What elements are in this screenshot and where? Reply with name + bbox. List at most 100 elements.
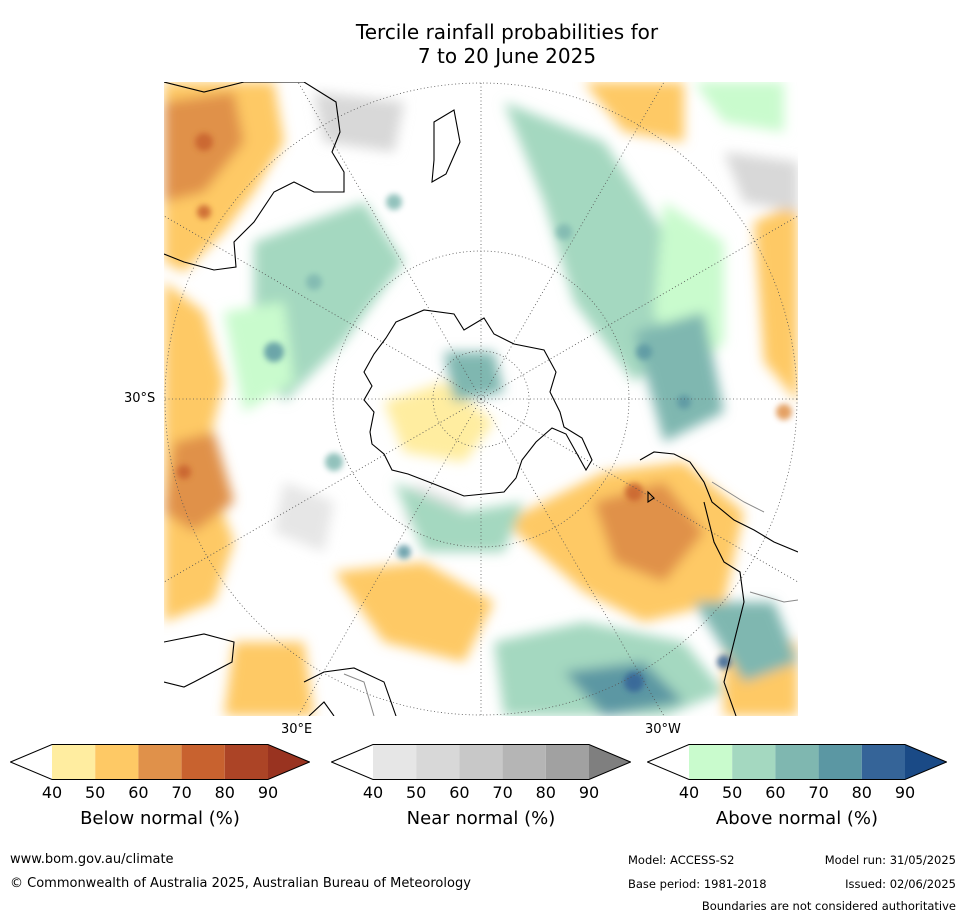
- graticule-meridian: [297, 82, 482, 400]
- label-lat-30s: 30°S: [124, 391, 156, 406]
- colorbar-segment: [181, 744, 225, 780]
- probability-detail: [177, 133, 792, 692]
- colorbar-segment: [95, 744, 139, 780]
- polar-map: [164, 82, 798, 716]
- colorbar-segment: [373, 744, 417, 780]
- coastlines: [164, 82, 798, 716]
- colorbar-segment: [818, 744, 862, 780]
- field-above-pacific: [504, 102, 684, 382]
- footer-website: www.bom.gov.au/climate: [10, 852, 174, 867]
- colorbar-extend-high: [905, 744, 947, 780]
- graticule: [164, 82, 798, 716]
- field-below-indian-2: [164, 432, 234, 532]
- colorbar-segment: [138, 744, 182, 780]
- speckle: [386, 194, 402, 210]
- colorbar-svg: [647, 744, 947, 780]
- speckle: [397, 545, 411, 559]
- coast-new-zealand: [308, 701, 335, 716]
- colorbar-extend-low: [647, 744, 689, 780]
- colorbar-segment: [224, 744, 268, 780]
- colorbar-extend-low: [331, 744, 373, 780]
- map-svg: [164, 82, 798, 716]
- colorbar-segment: [775, 744, 819, 780]
- speckle: [197, 205, 211, 219]
- colorbar-tick-label: 70: [171, 783, 192, 802]
- field-above-east: [634, 312, 724, 442]
- colorbar-segment: [52, 744, 96, 780]
- colorbar-tick-label: 40: [678, 783, 700, 802]
- colorbar-tick-label: 80: [535, 783, 556, 802]
- speckle: [717, 655, 731, 669]
- map-title: Tercile rainfall probabilities for 7 to …: [0, 20, 965, 68]
- field-below-sw-corner: [224, 642, 314, 716]
- title-line-1: Tercile rainfall probabilities for: [355, 20, 659, 44]
- coast-antarctica: [363, 309, 593, 497]
- field-above-se: [694, 602, 798, 682]
- colorbar-tick-label: 60: [449, 783, 470, 802]
- field-near-3: [274, 482, 334, 552]
- colorbar-outline: [647, 744, 947, 780]
- speckle: [677, 395, 691, 409]
- field-above-north: [694, 82, 784, 132]
- colorbar-segment: [416, 744, 460, 780]
- colorbar-tick-label: 40: [362, 783, 384, 802]
- field-below-pacific-north: [584, 82, 684, 142]
- field-above-south-atlantic-core: [564, 662, 684, 716]
- colorbar-title-near: Near normal (%): [406, 808, 556, 829]
- colorbar-near-normal: [331, 744, 631, 780]
- graticule-meridian: [480, 82, 665, 400]
- speckle: [306, 274, 322, 290]
- coast-falklands: [647, 490, 655, 504]
- colorbar-tick-label: 60: [128, 783, 149, 802]
- colorbar-tick-label: 70: [808, 783, 829, 802]
- footer-disclaimer: Boundaries are not considered authoritat…: [701, 899, 956, 913]
- borders: [343, 481, 798, 716]
- colorbar-tick-label: 60: [765, 783, 786, 802]
- colorbar-tick-label: 50: [85, 783, 106, 802]
- coast-southamerica: [639, 451, 798, 716]
- speckle: [776, 404, 792, 420]
- colorbar-segment: [861, 744, 905, 780]
- colorbar-extend-high: [589, 744, 631, 780]
- speckle: [177, 465, 191, 479]
- border-southamerica: [711, 481, 798, 603]
- coast-australia-south: [303, 667, 397, 716]
- probability-fields: [164, 82, 798, 716]
- colorbar-segment: [459, 744, 503, 780]
- colorbar-tick-label: 80: [214, 783, 235, 802]
- colorbar-tick-label: 50: [722, 783, 743, 802]
- label-lon-30e: 30°E: [281, 722, 313, 737]
- graticule-meridian: [164, 398, 482, 583]
- colorbar-segment: [732, 744, 776, 780]
- title-line-2: 7 to 20 June 2025: [417, 44, 597, 68]
- graticule-meridian: [164, 215, 482, 400]
- coast-madagascar: [431, 109, 461, 184]
- colorbar-outline: [10, 744, 310, 780]
- colorbar-below-normal: [10, 744, 310, 780]
- colorbar-extend-high: [268, 744, 310, 780]
- field-above-pole: [444, 352, 504, 402]
- speckle: [625, 483, 643, 501]
- field-above-ring-west-2: [224, 302, 294, 412]
- field-below-australia-south: [334, 562, 494, 662]
- graticule-meridian: [480, 215, 798, 400]
- speckle: [325, 453, 343, 471]
- colorbar-segment: [689, 744, 733, 780]
- footer-issued: Issued: 02/06/2025: [845, 877, 956, 891]
- colorbar-title-below: Below normal (%): [80, 808, 240, 829]
- colorbar-tick-label: 40: [41, 783, 63, 802]
- colorbar-svg: [10, 744, 310, 780]
- field-above-weddell: [394, 482, 524, 552]
- colorbar-tick-label: 90: [578, 783, 600, 802]
- speckle: [624, 672, 644, 692]
- speckle: [556, 224, 572, 240]
- field-above-ring-west: [254, 202, 404, 402]
- field-below-atlantic-east: [754, 202, 798, 402]
- footer-base-period: Base period: 1981-2018: [628, 877, 767, 891]
- field-below-southamerica-core: [594, 482, 704, 582]
- field-near-2: [724, 152, 798, 212]
- colorbar-segment: [502, 744, 546, 780]
- colorbar-extend-low: [10, 744, 52, 780]
- coast-africa: [164, 82, 345, 271]
- colorbar-tick-label: 80: [851, 783, 872, 802]
